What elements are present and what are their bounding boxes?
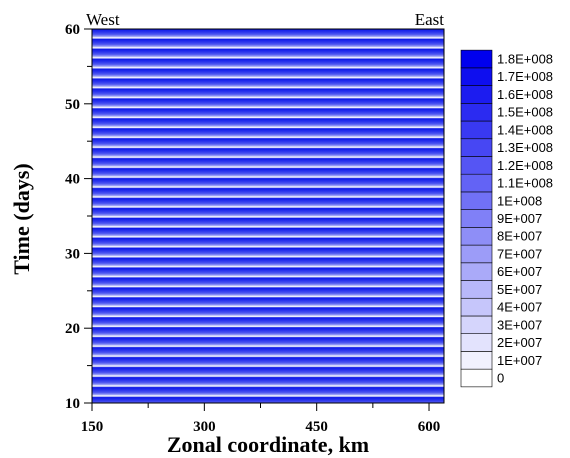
legend-label: 1.6E+008 xyxy=(497,87,553,102)
legend-label: 1E+008 xyxy=(497,193,542,208)
legend-label: 1.8E+008 xyxy=(497,52,553,67)
legend-label: 1.2E+008 xyxy=(497,158,553,173)
x-tick-label: 300 xyxy=(193,419,216,435)
legend-swatch xyxy=(460,280,493,299)
legend-swatch xyxy=(460,244,493,264)
y-tick-label: 50 xyxy=(65,97,80,113)
legend-label: 1.7E+008 xyxy=(497,69,553,84)
legend-swatch xyxy=(460,85,493,104)
heatmap-field xyxy=(92,29,444,403)
legend-label: 3E+007 xyxy=(497,317,542,332)
legend-label: 5E+007 xyxy=(497,282,542,297)
legend-swatch xyxy=(460,351,493,370)
legend-label: 2E+007 xyxy=(497,335,542,350)
x-axis: 150 300 450 600 xyxy=(81,403,441,435)
legend-label: 1.4E+008 xyxy=(497,122,553,137)
legend-swatch xyxy=(460,120,493,140)
legend-label: 8E+007 xyxy=(497,229,542,244)
legend-label: 9E+007 xyxy=(497,211,542,226)
legend-label: 1E+007 xyxy=(497,353,542,368)
legend-label: 1.1E+008 xyxy=(497,176,553,191)
x-tick-label: 450 xyxy=(305,419,328,435)
legend-swatch xyxy=(460,227,493,246)
legend-label: 6E+007 xyxy=(497,264,542,279)
legend-label: 4E+007 xyxy=(497,300,542,315)
legend-swatch xyxy=(460,297,493,317)
y-tick-label: 60 xyxy=(65,22,80,38)
legend-swatch xyxy=(460,156,493,175)
legend-swatch xyxy=(460,103,493,122)
legend-label: 0 xyxy=(497,371,504,386)
legend-swatch xyxy=(460,49,493,69)
legend-label: 1.5E+008 xyxy=(497,105,553,120)
legend-swatch xyxy=(460,315,493,334)
x-tick-label: 600 xyxy=(418,419,441,435)
y-tick-label: 20 xyxy=(65,321,80,337)
east-label: East xyxy=(415,10,445,29)
legend-swatch xyxy=(460,67,493,86)
west-label: West xyxy=(86,10,120,29)
y-axis-title: Time (days) xyxy=(9,163,34,274)
legend-swatch xyxy=(460,262,493,281)
y-axis: 10 20 30 40 50 60 xyxy=(65,22,92,412)
x-axis-title: Zonal coordinate, km xyxy=(167,432,369,457)
legend-swatch xyxy=(460,138,493,157)
legend-swatch xyxy=(460,333,493,352)
plot-area xyxy=(92,29,444,403)
y-tick-label: 10 xyxy=(65,396,80,412)
legend-swatch xyxy=(460,368,493,388)
x-tick-label: 150 xyxy=(81,419,104,435)
y-tick-label: 30 xyxy=(65,246,80,262)
legend-swatch xyxy=(460,209,493,228)
y-tick-label: 40 xyxy=(65,172,80,188)
legend-swatch xyxy=(460,173,493,193)
legend-label: 1.3E+008 xyxy=(497,140,553,155)
color-legend: 0 1E+007 2E+007 3E+007 4E+007 5E+007 6E+007 7E+… xyxy=(460,49,553,388)
legend-label: 7E+007 xyxy=(497,246,542,261)
legend-swatch xyxy=(460,191,493,210)
